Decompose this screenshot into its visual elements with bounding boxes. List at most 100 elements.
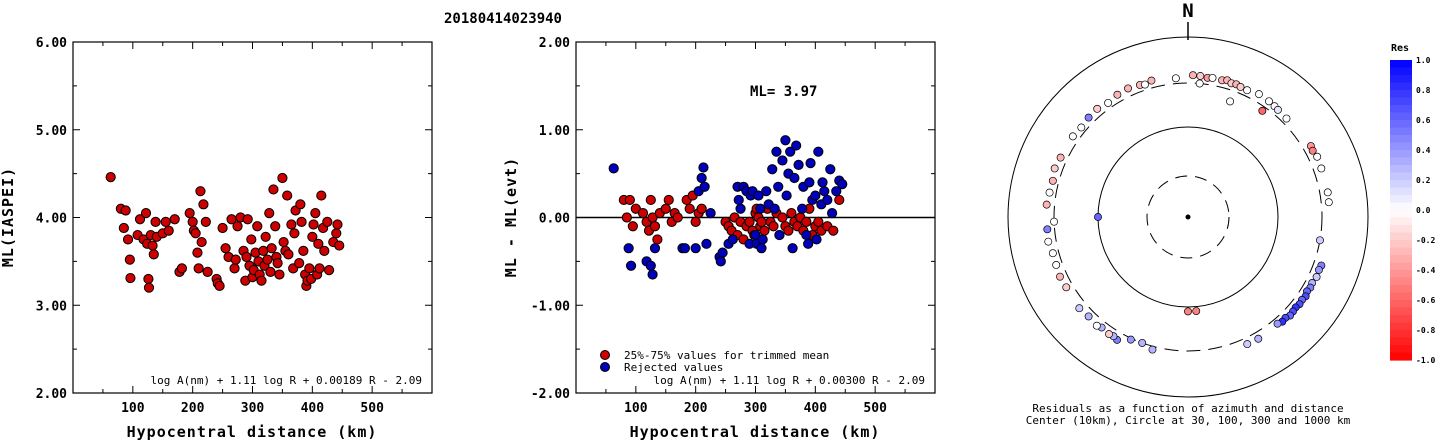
ml-value-label: ML= 3.97 [750,84,817,100]
data-point [277,172,288,184]
colorbar-swatch [1390,120,1412,129]
data-point [774,229,785,241]
legend-marker-rejected [600,362,610,372]
legend-label-rejected: Rejected values [624,361,723,374]
data-point [314,263,325,274]
data-point [608,163,619,174]
data-point [148,249,159,260]
figure-title: 20180414023940 [444,11,562,27]
station-marker [1192,307,1201,315]
data-point [334,240,345,251]
data-point [143,273,154,285]
data-point [214,280,225,292]
data-point [192,247,203,258]
y-tick-label: -1.00 [531,299,570,314]
data-point [797,203,808,214]
data-point [759,225,770,236]
data-point [200,216,211,227]
y-tick-label: -2.00 [531,387,570,402]
data-point [701,238,712,249]
data-point [769,203,780,214]
data-point [777,155,788,166]
y-tick-label: 1.00 [539,124,570,139]
station-marker [1141,80,1149,89]
colorbar-swatch [1390,315,1412,324]
colorbar-swatch [1390,232,1412,241]
data-point [125,272,136,284]
colorbar-swatch [1390,217,1412,226]
colorbar-swatch [1390,142,1412,151]
plot1-axes: 100 200 300 400 500 2.00 3.00 4.00 5.00 6.00 [36,36,432,416]
station-marker [1189,71,1197,80]
data-point [753,190,764,201]
caption-line-2: Center (10km), Circle at 30, 100, 300 an… [1026,414,1351,427]
colorbar-swatch [1390,345,1412,354]
plot1-formula: log A(nm) + 1.11 log R + 0.00189 R - 2.0… [150,374,422,387]
data-point [801,229,812,241]
station-marker [1258,106,1267,115]
colorbar-label: 0.2 [1416,176,1431,185]
station-marker [1050,217,1059,226]
x-tick-label: 300 [241,401,265,416]
data-point [294,258,305,269]
colorbar-swatch [1390,202,1412,211]
data-point [786,208,797,219]
data-point [316,190,327,201]
colorbar-swatch [1390,60,1412,69]
data-point [652,234,663,245]
station-marker [1043,225,1052,234]
station-marker [1062,283,1071,292]
data-point [296,216,307,227]
data-point [319,245,330,256]
data-point [837,179,848,190]
station-marker [1226,97,1235,106]
north-label: N [1182,0,1193,22]
colorbar-swatch [1390,112,1412,121]
legend-label-used: 25%-75% values for trimmed mean [624,349,829,362]
data-point [649,243,661,254]
ring-1000km [1007,36,1369,398]
data-point [789,172,800,184]
data-point [705,208,716,219]
station-marker [1254,90,1263,99]
station-marker [1052,261,1061,269]
colorbar-swatch [1390,187,1412,196]
data-point [289,228,300,239]
data-point [744,216,755,227]
epicenter-marker [1185,214,1191,220]
data-point [805,157,816,169]
station-marker [1317,164,1326,173]
colorbar-swatch [1390,90,1412,99]
caption-line-1: Residuals as a function of azimuth and d… [1032,402,1343,415]
panel-residual-vs-distance: 100 200 300 400 500 -2.00 -1.00 0.00 1.00 2.00 Hy… [502,36,936,441]
station-marker [1147,76,1156,85]
data-point [260,231,271,242]
colorbar-swatch [1390,330,1412,339]
data-point [768,221,779,232]
data-point [310,208,321,219]
data-point [265,266,276,278]
colorbar-label: -1.0 [1416,356,1435,365]
x-tick-label: 400 [301,401,325,416]
colorbar-swatch [1390,247,1412,256]
station-marker [1208,73,1217,82]
station-marker [1324,198,1333,207]
colorbar-label: 0.0 [1416,206,1431,215]
data-point [624,194,635,206]
station-marker [1265,97,1273,106]
colorbar-swatch [1390,97,1412,106]
data-point [773,181,784,192]
data-point [150,216,161,227]
data-point [217,222,228,234]
data-point [781,190,792,201]
data-point [663,194,674,206]
station-marker [1273,319,1282,328]
colorbar-label: 1.0 [1416,56,1431,65]
station-marker [1044,237,1053,246]
data-point [715,256,726,267]
colorbar-swatch [1390,165,1412,174]
data-point [780,135,791,146]
data-point [266,243,277,254]
data-point [118,222,129,234]
